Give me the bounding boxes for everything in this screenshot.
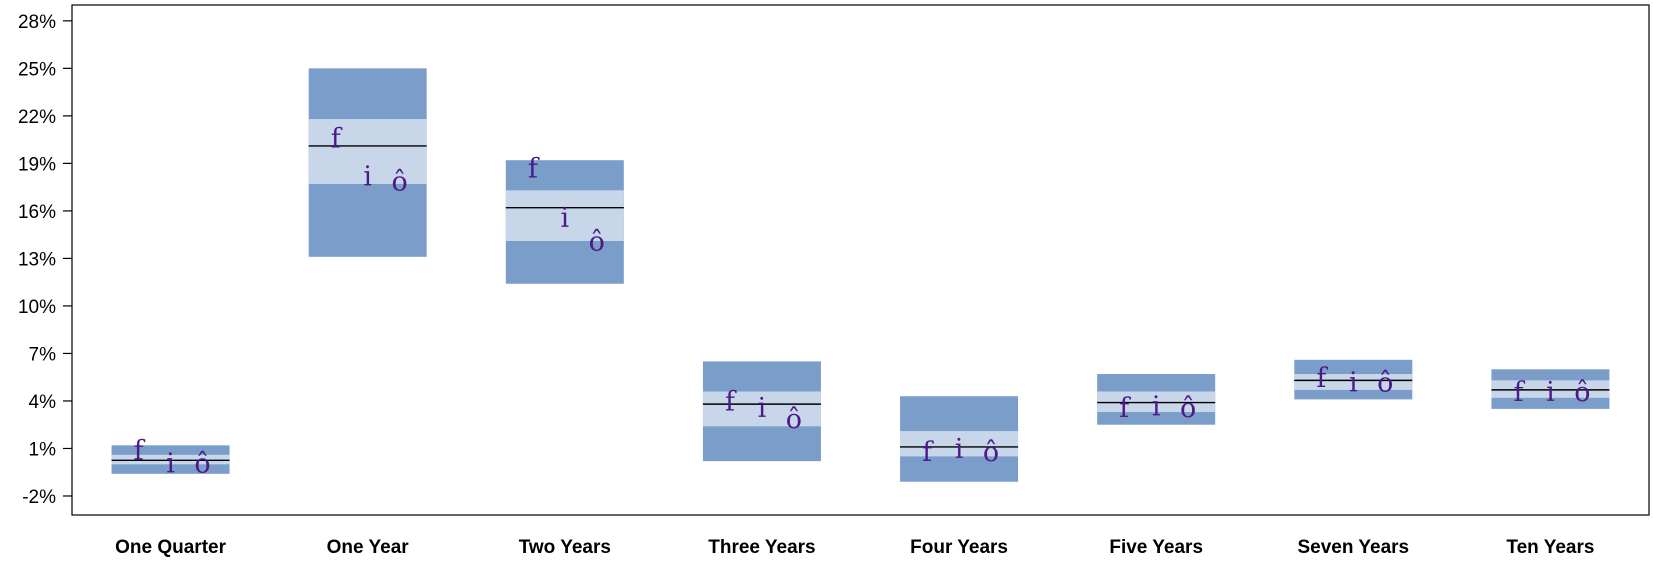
marker-3: ô xyxy=(786,404,802,435)
y-tick-label: 7% xyxy=(29,344,57,365)
marker-3: ô xyxy=(392,166,408,197)
marker-2: i xyxy=(363,162,372,193)
y-axis: -2% 1% 4% 7% 10% 13% 16% 19% 22% 25% 28% xyxy=(18,12,72,508)
marker-1: f xyxy=(528,154,540,185)
marker-1: f xyxy=(1119,393,1131,424)
y-tick-label: -2% xyxy=(22,487,56,508)
x-category-label: Seven Years xyxy=(1297,537,1409,558)
inner-band xyxy=(1097,391,1216,413)
marker-2: i xyxy=(1546,377,1555,408)
marker-1: f xyxy=(725,387,737,418)
marker-3: ô xyxy=(983,437,999,468)
inner-band xyxy=(1294,374,1413,390)
marker-3: ô xyxy=(194,448,210,479)
plot-frame xyxy=(71,4,1650,516)
inner-band xyxy=(702,391,821,427)
y-tick-label: 19% xyxy=(18,154,56,175)
x-category-label: Three Years xyxy=(708,537,815,558)
inner-band xyxy=(111,454,230,465)
x-category-label: Ten Years xyxy=(1506,537,1594,558)
x-category-label: Two Years xyxy=(519,537,611,558)
marker-3: ô xyxy=(1377,368,1393,399)
inner-band xyxy=(900,431,1019,457)
y-tick-label: 4% xyxy=(29,392,57,413)
marker-1: f xyxy=(134,436,146,467)
y-tick-label: 25% xyxy=(18,59,56,80)
x-category-label: Five Years xyxy=(1109,537,1203,558)
marker-1: f xyxy=(1513,377,1525,408)
y-tick-label: 10% xyxy=(18,297,56,318)
y-tick-label: 16% xyxy=(18,202,56,223)
y-tick-label: 22% xyxy=(18,107,56,128)
marker-3: ô xyxy=(589,227,605,258)
marker-3: ô xyxy=(1180,393,1196,424)
marker-1: f xyxy=(1316,363,1328,394)
marker-2: i xyxy=(758,393,767,424)
inner-band xyxy=(308,119,427,184)
marker-2: i xyxy=(955,434,964,465)
marker-2: i xyxy=(1152,391,1161,422)
y-tick-label: 28% xyxy=(18,12,56,33)
marker-2: i xyxy=(166,448,175,479)
inner-band xyxy=(505,190,624,241)
x-category-label: One Quarter xyxy=(115,537,226,558)
marker-2: i xyxy=(1349,368,1358,399)
marker-1: f xyxy=(331,124,343,155)
y-tick-label: 1% xyxy=(29,439,57,460)
x-axis: One Quarter One Year Two Years Three Years F… xyxy=(115,537,1594,558)
marker-3: ô xyxy=(1574,377,1590,408)
marker-1: f xyxy=(922,437,934,468)
marker-2: i xyxy=(560,203,569,234)
x-category-label: Four Years xyxy=(910,537,1008,558)
x-category-label: One Year xyxy=(327,537,410,558)
y-tick-label: 13% xyxy=(18,249,56,270)
inner-band xyxy=(1491,380,1610,398)
